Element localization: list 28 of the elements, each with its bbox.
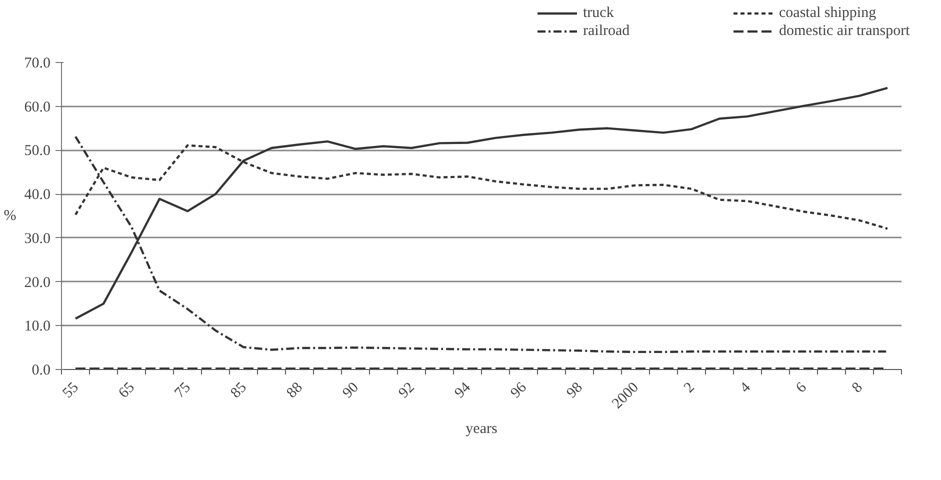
y-tick-label: 30.0 <box>24 230 50 247</box>
y-tick-label: 20.0 <box>24 274 50 291</box>
legend-label: railroad <box>583 22 631 40</box>
x-tick-label: 94 <box>452 379 474 402</box>
x-tick-label: 90 <box>340 380 362 402</box>
x-tick-label: 8 <box>849 380 866 396</box>
x-tick-label: 2 <box>681 380 698 396</box>
x-tick-label: 96 <box>508 379 530 402</box>
x-tick-label: 92 <box>396 380 418 402</box>
x-tick-label: 98 <box>564 380 586 402</box>
legend-label: domestic air transport <box>779 22 911 40</box>
y-tick-label: 50.0 <box>24 143 50 160</box>
y-tick-label: 60.0 <box>24 99 50 116</box>
x-tick-label: 65 <box>116 380 138 402</box>
y-tick-label: 0.0 <box>32 362 50 378</box>
y-tick-label: 10.0 <box>24 318 50 335</box>
x-tick-label: 75 <box>172 380 194 402</box>
x-tick-label: 55 <box>60 380 82 402</box>
x-axis-title: years <box>466 420 498 437</box>
x-tick-label: 4 <box>737 379 754 396</box>
y-tick-label: 40.0 <box>24 187 50 204</box>
y-axis-title: % <box>4 208 16 224</box>
x-tick-label: 85 <box>228 380 250 402</box>
y-tick-label: 70.0 <box>24 56 50 72</box>
x-tick-label: 6 <box>793 379 810 396</box>
x-tick-label: 88 <box>284 380 306 402</box>
legend-label: truck <box>583 4 615 22</box>
legend-label: coastal shipping <box>779 4 878 22</box>
